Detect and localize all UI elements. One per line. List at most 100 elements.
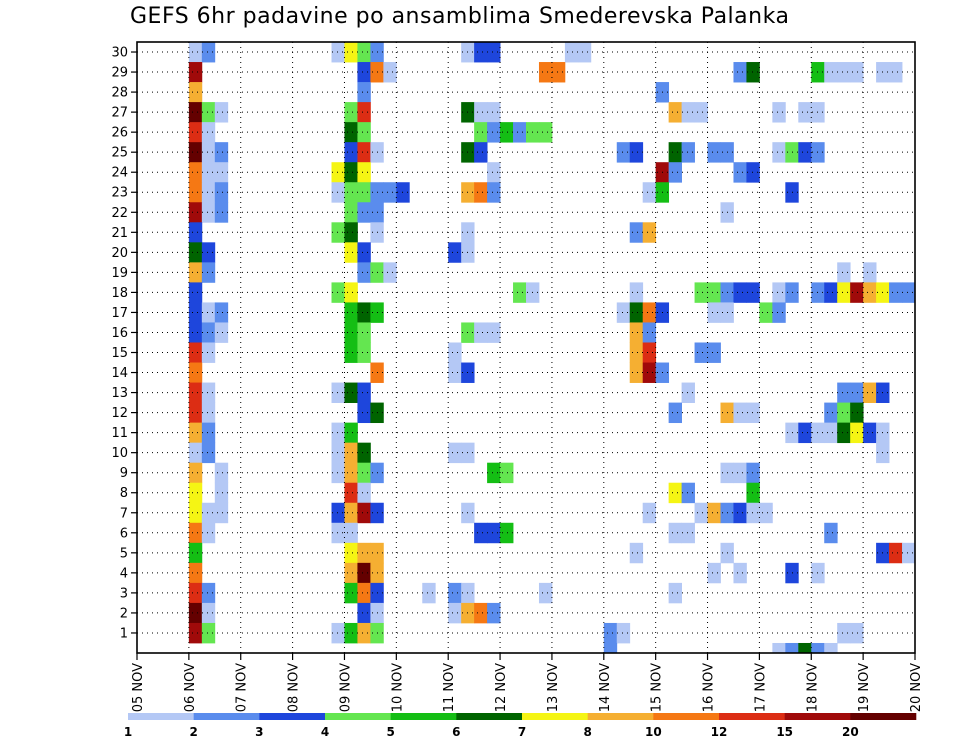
y-tick-label: 21: [111, 226, 128, 241]
heatmap-cell: [331, 182, 345, 203]
heatmap-cell: [668, 582, 682, 604]
heatmap-cell: [344, 302, 358, 323]
heatmap-cell: [344, 342, 358, 363]
colorbar-label: 3: [255, 725, 263, 739]
heatmap-cell: [331, 382, 345, 403]
heatmap-cell: [603, 622, 618, 644]
heatmap-cell: [214, 202, 229, 223]
heatmap-cell: [201, 102, 216, 123]
heatmap-cell: [331, 422, 345, 444]
heatmap-cell: [344, 582, 358, 604]
heatmap-cell: [344, 102, 358, 123]
heatmap-cell: [357, 162, 371, 183]
heatmap-cell: [383, 262, 397, 283]
heatmap-cell: [837, 402, 851, 424]
heatmap-cell: [733, 562, 747, 584]
colorbar-label: 4: [321, 725, 329, 739]
colorbar-swatch: [522, 713, 588, 720]
y-tick-label: 9: [120, 466, 128, 481]
heatmap-cell: [331, 282, 345, 303]
heatmap-cell: [201, 162, 216, 183]
heatmap-cell: [733, 502, 747, 524]
heatmap-cell: [487, 42, 501, 63]
x-tick-label: 13 NOV: [546, 663, 561, 712]
x-tick-label: 11 NOV: [442, 663, 457, 712]
heatmap-cell: [889, 62, 903, 83]
heatmap-cell: [487, 462, 501, 484]
y-tick-label: 7: [120, 506, 128, 521]
x-tick-label: 14 NOV: [598, 663, 613, 712]
x-tick-label: 09 NOV: [338, 663, 353, 712]
y-tick-label: 14: [111, 366, 128, 381]
heatmap-cell: [746, 62, 760, 83]
colorbar-swatch: [390, 713, 457, 720]
colorbar-label: 2: [189, 725, 197, 739]
heatmap-cell: [201, 522, 216, 544]
heatmap-cell: [538, 62, 553, 83]
heatmap-cell: [188, 162, 203, 183]
heatmap-cell: [837, 382, 851, 403]
heatmap-cell: [344, 162, 358, 183]
heatmap-cell: [733, 282, 747, 303]
heatmap-cell: [201, 122, 216, 143]
heatmap-cell: [863, 262, 877, 283]
colorbar-swatch: [784, 713, 851, 720]
colorbar-label: 6: [452, 725, 460, 739]
heatmap-cell: [357, 582, 371, 604]
heatmap-cell: [746, 402, 760, 424]
colorbar-label: 7: [518, 725, 526, 739]
heatmap-cell: [850, 422, 864, 444]
heatmap-cell: [642, 502, 657, 524]
heatmap-cell: [357, 442, 371, 464]
heatmap-cell: [707, 282, 721, 303]
heatmap-cell: [344, 522, 358, 544]
heatmap-cell: [448, 582, 462, 604]
heatmap-cell: [188, 502, 203, 524]
heatmap-cell: [474, 142, 488, 163]
heatmap-cell: [188, 542, 203, 564]
heatmap-cell: [694, 502, 708, 524]
heatmap-cell: [850, 62, 864, 83]
heatmap-cell: [733, 162, 747, 183]
heatmap-cell: [201, 322, 216, 343]
heatmap-cell: [487, 522, 501, 544]
heatmap-cell: [707, 342, 721, 363]
heatmap-cell: [344, 482, 358, 504]
heatmap-cell: [344, 502, 358, 524]
heatmap-cell: [214, 502, 229, 524]
colorbar-swatch: [719, 713, 785, 720]
heatmap-cell: [188, 442, 203, 464]
heatmap-cell: [798, 422, 812, 444]
heatmap-cell: [681, 522, 695, 544]
heatmap-cell: [850, 622, 864, 644]
heatmap-cell: [538, 122, 553, 143]
heatmap-cell: [214, 102, 229, 123]
heatmap-cell: [448, 342, 462, 363]
heatmap-cell: [487, 162, 501, 183]
colorbar-swatch: [193, 713, 260, 720]
heatmap-cell: [331, 502, 345, 524]
heatmap-cell: [357, 482, 371, 504]
heatmap-cell: [383, 182, 397, 203]
heatmap-cell: [629, 222, 644, 243]
heatmap-cell: [344, 202, 358, 223]
heatmap-cell: [642, 182, 657, 203]
heatmap-cell: [746, 162, 760, 183]
heatmap-cell: [188, 602, 203, 624]
y-tick-label: 18: [111, 286, 128, 301]
heatmap-cell: [772, 142, 786, 163]
colorbar-label: 5: [386, 725, 394, 739]
x-tick-label: 20 NOV: [909, 663, 924, 712]
heatmap-cell: [422, 582, 436, 604]
y-tick-label: 10: [111, 446, 128, 461]
heatmap-cell: [629, 142, 644, 163]
heatmap-cell: [188, 402, 203, 424]
heatmap-cell: [188, 122, 203, 143]
heatmap-cell: [629, 342, 644, 363]
heatmap-cell: [707, 302, 721, 323]
heatmap-cell: [500, 522, 514, 544]
heatmap-cell: [188, 82, 203, 103]
heatmap-cell: [188, 282, 203, 303]
heatmap-cell: [357, 42, 371, 63]
